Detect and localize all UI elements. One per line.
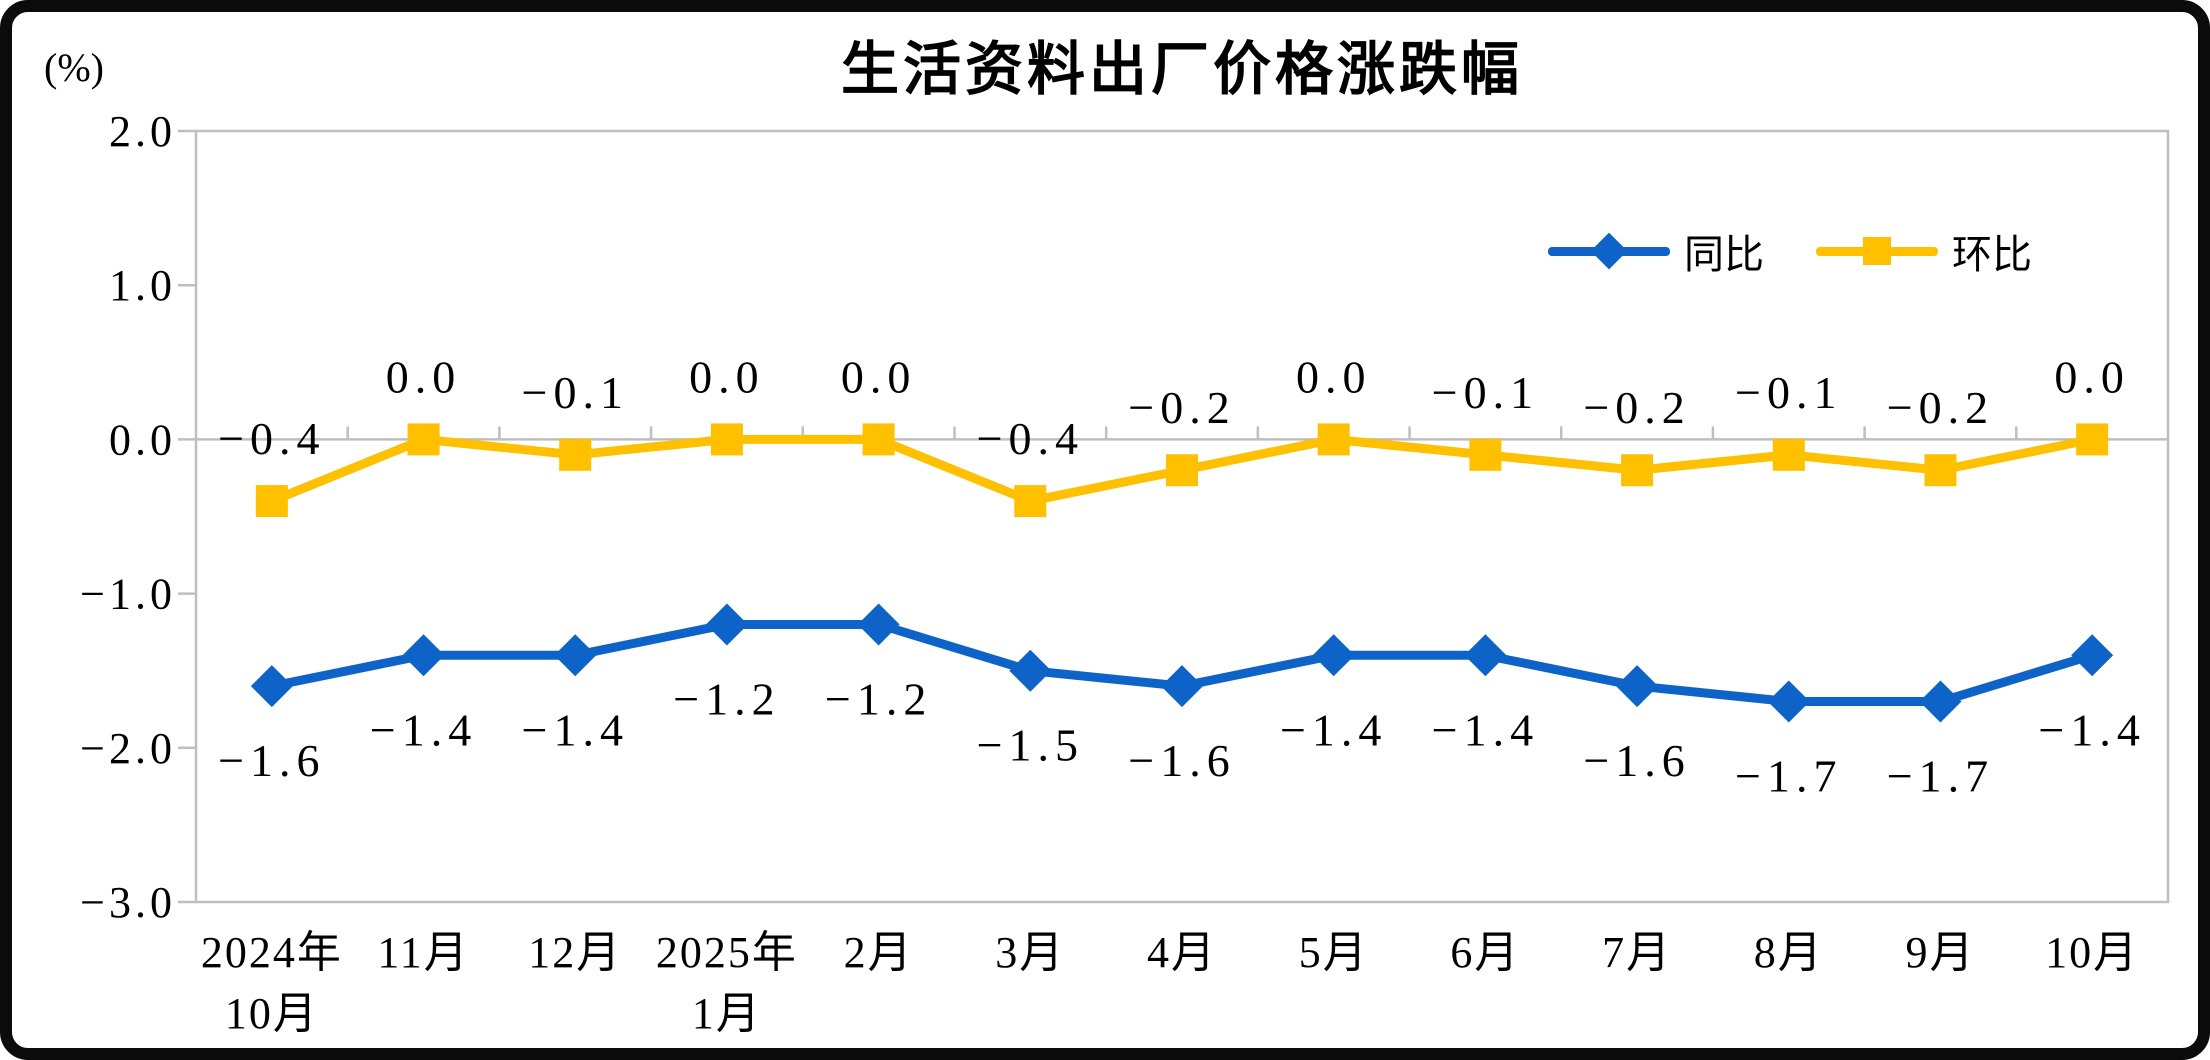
huanbi-line-swatch xyxy=(1816,237,1938,265)
x-axis-label: 2025年 xyxy=(656,928,798,977)
square-marker xyxy=(1621,454,1654,487)
y-axis-tick-label: −1.0 xyxy=(80,570,176,619)
data-label: −0.2 xyxy=(1583,382,1690,433)
square-marker xyxy=(1469,438,1502,471)
square-marker-icon xyxy=(1863,237,1891,265)
x-axis-label-line2: 1月 xyxy=(692,989,762,1038)
legend-item-tongbi: 同比 xyxy=(1548,222,1764,280)
x-axis-label-line2: 10月 xyxy=(225,989,319,1038)
x-axis-label: 8月 xyxy=(1754,928,1824,977)
y-axis-unit-label: (%) xyxy=(44,45,104,90)
data-label: 0.0 xyxy=(1296,351,1372,402)
diamond-marker xyxy=(1919,680,1962,723)
square-marker xyxy=(407,423,440,456)
tongbi-line-swatch xyxy=(1548,232,1670,270)
diamond-marker xyxy=(1009,649,1052,692)
plot-frame xyxy=(194,129,2170,904)
y-axis-tick-label: 0.0 xyxy=(109,415,176,464)
chart-title: 生活资料出厂价格涨跌幅 xyxy=(840,37,1523,102)
square-marker xyxy=(1166,454,1198,487)
x-axis-label: 2月 xyxy=(844,928,914,977)
diamond-marker xyxy=(1767,680,1810,723)
square-marker xyxy=(710,423,743,456)
data-label: −1.7 xyxy=(1887,751,1994,802)
diamond-marker xyxy=(2071,634,2114,677)
data-label: −1.4 xyxy=(2038,704,2145,755)
legend-item-huanbi: 环比 xyxy=(1816,222,2032,280)
data-label: 0.0 xyxy=(2054,351,2130,402)
data-label: −0.2 xyxy=(1128,382,1235,433)
legend-label-tongbi: 同比 xyxy=(1684,233,1764,277)
x-axis-label: 10月 xyxy=(2045,928,2139,977)
diamond-marker xyxy=(1161,665,1203,708)
legend: 同比 环比 xyxy=(1548,222,2032,280)
square-marker xyxy=(862,423,895,456)
data-label: −1.6 xyxy=(218,735,325,786)
diamond-marker xyxy=(857,603,900,646)
diamond-marker xyxy=(705,603,748,646)
square-marker xyxy=(255,485,288,518)
square-marker xyxy=(559,438,592,471)
data-label: −0.2 xyxy=(1887,382,1994,433)
diamond-marker-icon xyxy=(1590,232,1628,270)
data-label: −1.4 xyxy=(1280,704,1387,755)
square-marker xyxy=(1924,454,1957,487)
data-label: −0.1 xyxy=(1432,367,1539,418)
data-label: −0.1 xyxy=(522,367,629,418)
data-label: −1.2 xyxy=(673,673,780,724)
data-label: −0.4 xyxy=(218,413,325,464)
legend-label-huanbi: 环比 xyxy=(1952,233,2032,277)
diamond-marker xyxy=(554,634,597,677)
square-marker xyxy=(1317,423,1350,456)
y-axis-tick-label: −3.0 xyxy=(80,878,176,927)
x-axis-label: 6月 xyxy=(1450,928,1520,977)
data-label: −1.6 xyxy=(1583,735,1690,786)
data-label: −1.4 xyxy=(522,704,629,755)
y-axis-tick-label: 1.0 xyxy=(109,261,176,310)
square-marker xyxy=(1014,485,1047,518)
data-label: 0.0 xyxy=(689,351,765,402)
diamond-marker xyxy=(402,634,445,677)
y-axis-tick-label: 2.0 xyxy=(109,107,176,156)
square-marker xyxy=(1772,438,1805,471)
x-axis-label: 3月 xyxy=(995,928,1065,977)
data-label: −1.4 xyxy=(370,704,477,755)
x-axis-label: 12月 xyxy=(528,928,622,977)
x-axis-label: 7月 xyxy=(1602,928,1672,977)
y-axis-tick-label: −2.0 xyxy=(80,724,176,773)
diamond-marker xyxy=(1616,665,1659,708)
data-label: 0.0 xyxy=(841,351,917,402)
data-label: −1.4 xyxy=(1432,704,1539,755)
square-marker xyxy=(2076,423,2109,456)
x-axis-label: 4月 xyxy=(1147,928,1217,977)
data-label: −0.4 xyxy=(977,413,1084,464)
data-label: −1.6 xyxy=(1128,735,1235,786)
diamond-marker xyxy=(1464,634,1507,677)
data-label: 0.0 xyxy=(386,351,462,402)
x-axis-label: 11月 xyxy=(377,928,469,977)
data-label: −1.5 xyxy=(977,720,1084,771)
x-axis-label: 5月 xyxy=(1299,928,1369,977)
data-label: −1.7 xyxy=(1735,751,1842,802)
data-label: −0.1 xyxy=(1735,367,1842,418)
diamond-marker xyxy=(250,665,293,708)
x-axis-label: 9月 xyxy=(1905,928,1975,977)
data-label: −1.2 xyxy=(825,673,932,724)
diamond-marker xyxy=(1312,634,1355,677)
x-axis-label: 2024年 xyxy=(201,928,343,977)
